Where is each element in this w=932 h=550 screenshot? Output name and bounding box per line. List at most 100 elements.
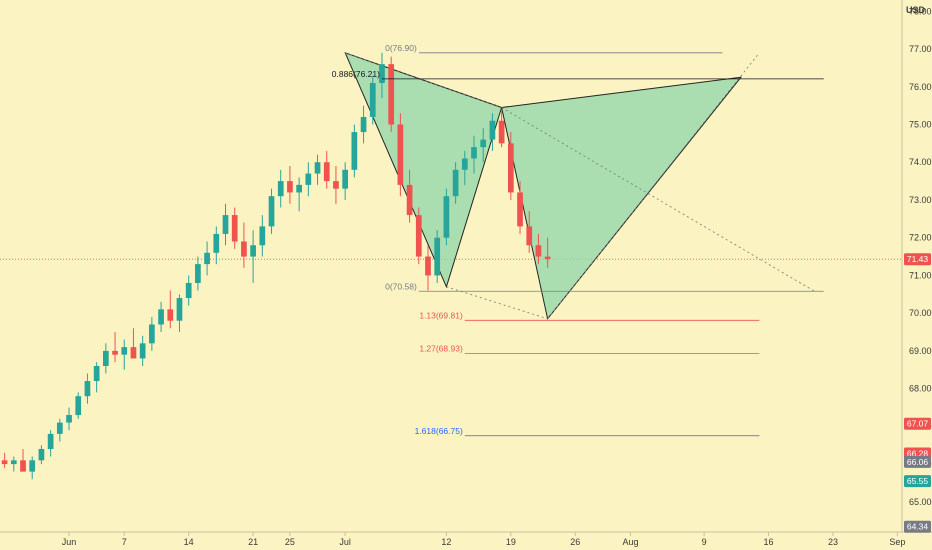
candle-body [342, 169, 349, 189]
candle-body [222, 215, 229, 234]
x-tick-label: 19 [506, 537, 516, 547]
y-tick-label: 74.00 [909, 157, 932, 167]
candle-body [102, 350, 109, 366]
candle-body [38, 448, 45, 461]
candle-body [1, 460, 8, 465]
x-tick-label: 23 [828, 537, 838, 547]
candle-body [112, 350, 118, 355]
y-tick-label: 70.00 [909, 308, 932, 318]
fib-label: 0.886(76.21) [332, 69, 380, 79]
candle-body [84, 381, 91, 397]
y-tick-label: 75.00 [909, 120, 932, 130]
candle-body [130, 347, 137, 359]
x-tick-label: 16 [764, 537, 774, 547]
fib-label: 1.13(69.81) [419, 310, 463, 320]
candle-body [526, 226, 533, 246]
candle-body [425, 256, 431, 276]
y-tick-label: 76.00 [909, 82, 932, 92]
candle-body [544, 256, 551, 260]
candle-body [231, 215, 238, 242]
y-tick-label: 68.00 [909, 384, 932, 394]
x-tick-label: 26 [570, 537, 580, 547]
pattern-dashed-projection-1 [501, 107, 815, 292]
y-ticks[interactable]: 65.0066.0067.0068.0069.0070.0071.0072.00… [909, 6, 932, 506]
price-badge-bg [904, 253, 931, 266]
candle-body [268, 196, 275, 227]
candle-body [351, 132, 358, 170]
currency-label: USD [906, 5, 926, 15]
candle-body [369, 83, 376, 117]
pattern-triangle-bcd [500, 76, 743, 320]
candle-body [204, 252, 210, 265]
candle-body [471, 147, 477, 159]
candle-body [360, 116, 367, 133]
candle-body [29, 460, 36, 472]
y-tick-label-top: 78.00 [909, 6, 932, 16]
x-tick-label: Jul [339, 537, 351, 547]
candle-body [434, 237, 441, 276]
x-tick-label: 7 [122, 537, 127, 547]
y-tick-label: 71.00 [909, 270, 932, 280]
candle-body [452, 169, 459, 197]
candle-body [139, 343, 146, 359]
x-tick-label: 25 [285, 537, 295, 547]
candle-body [535, 245, 542, 257]
candle-body [480, 139, 487, 148]
price-badge-label: 66.28 [907, 449, 929, 459]
x-tick-label: Sep [889, 537, 905, 547]
candle-body [443, 196, 450, 238]
y-tick-label: 65.00 [909, 497, 932, 507]
x-tick-label: Aug [622, 537, 638, 547]
x-tick-label: 21 [248, 537, 258, 547]
axes: USD [0, 0, 932, 533]
candle-body [56, 422, 63, 434]
candle-body [176, 298, 183, 321]
candle-body [461, 158, 468, 170]
candles [1, 52, 551, 480]
price-badge-bg [904, 520, 931, 533]
pattern-triangle-xab [344, 51, 503, 289]
candle-body [250, 245, 256, 257]
candle-body [507, 143, 514, 193]
x-tick-label: 9 [702, 537, 707, 547]
candle-body [296, 184, 302, 193]
price-badge-label: 66.06 [907, 457, 929, 467]
candle-body [66, 415, 72, 423]
candle-body [323, 162, 330, 182]
price-badge-bg [904, 455, 931, 468]
candle-body [498, 120, 505, 144]
x-tick-label: 12 [441, 537, 451, 547]
candle-body [388, 64, 395, 125]
price-badge-label: 71.43 [907, 254, 929, 264]
candle-body [314, 162, 321, 174]
y-tick-label: 69.00 [909, 346, 932, 356]
fib-label: 1.618(66.75) [415, 426, 463, 436]
candle-body [397, 124, 404, 185]
candle-body [47, 433, 54, 449]
candle-body [277, 181, 284, 197]
fib-levels: 0(76.90) 0.886(76.21) 0(70.58) 1.13(69.81) 1… [332, 43, 824, 437]
candle-body [305, 173, 312, 185]
candle-body [195, 264, 201, 283]
candle-body [93, 365, 100, 382]
candle-body [489, 120, 496, 140]
candle-body [167, 309, 174, 321]
price-badge-bg [904, 417, 931, 430]
x-ticks[interactable]: Jun 7 14 21 25 Jul 12 19 26 Aug 9 16 23 Sep [62, 537, 906, 547]
price-badge-bg [904, 475, 931, 488]
candle-body [415, 215, 422, 257]
pattern-dashed-projection-2 [547, 52, 760, 320]
candle-body [185, 282, 192, 299]
candle-body [213, 233, 220, 253]
price-badge-label: 67.07 [907, 419, 929, 429]
candle-body [75, 396, 82, 416]
candle-body [333, 181, 339, 189]
x-tick-label: Jun [62, 537, 77, 547]
candle-body [406, 184, 413, 216]
candle-body [20, 460, 26, 472]
price-badge-label: 64.34 [907, 522, 929, 532]
